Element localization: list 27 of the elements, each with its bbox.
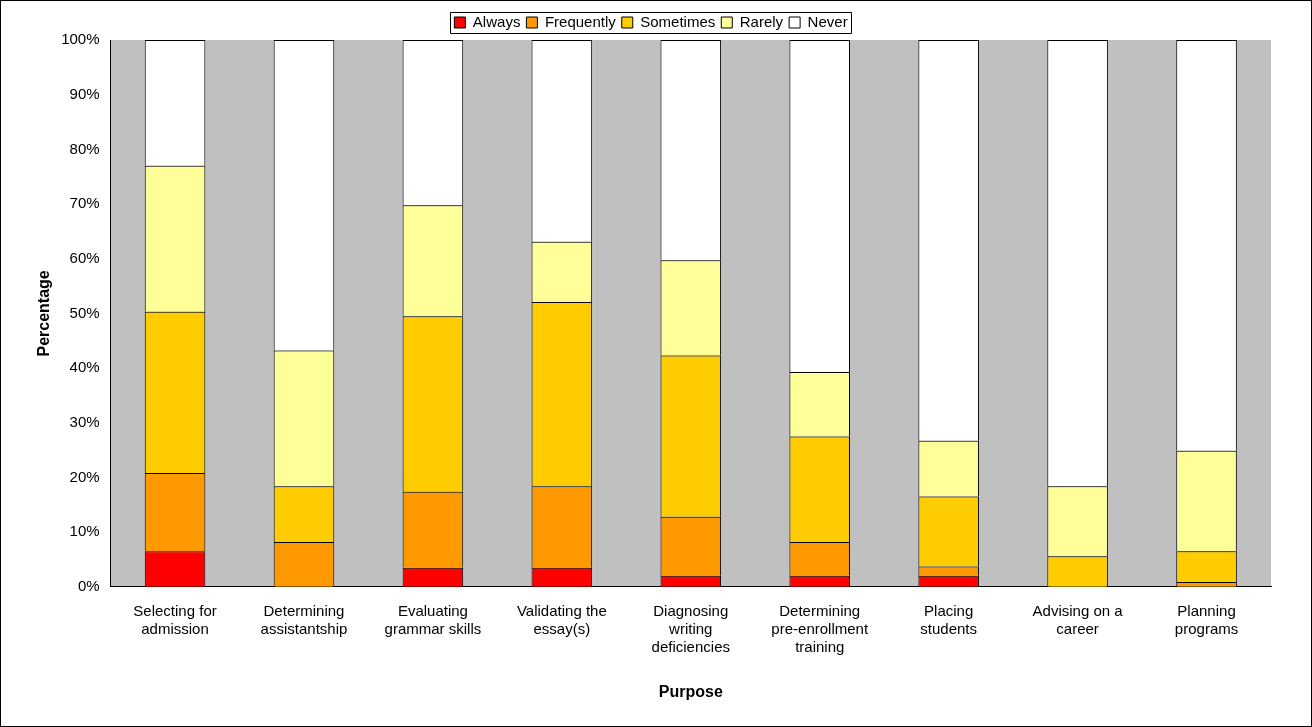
x-tick-label: Placing students bbox=[920, 601, 978, 637]
legend-label: Sometimes bbox=[640, 12, 716, 30]
x-axis-title: Purpose bbox=[658, 682, 723, 700]
legend-label: Rarely bbox=[739, 12, 784, 30]
y-tick-label: 50% bbox=[69, 303, 100, 321]
y-tick-label: 40% bbox=[69, 358, 100, 376]
legend-label: Frequently bbox=[544, 12, 617, 30]
y-tick-label: 70% bbox=[69, 194, 100, 212]
y-tick-label: 80% bbox=[69, 139, 100, 157]
y-tick-label: 20% bbox=[69, 467, 100, 485]
x-tick-label: Advising on a career bbox=[1032, 601, 1124, 637]
y-tick-label: 90% bbox=[69, 84, 100, 102]
legend-label: Always bbox=[472, 12, 521, 30]
x-tick-label: Diagnosing writing deficiencies bbox=[651, 601, 730, 655]
y-tick-label: 0% bbox=[77, 576, 100, 594]
x-tick-label: Planning programs bbox=[1174, 601, 1239, 637]
x-tick-label: Determining pre-enrollment training bbox=[771, 601, 869, 655]
y-axis-title: Percentage bbox=[35, 270, 53, 357]
y-tick-label: 100% bbox=[61, 30, 100, 48]
x-tick-label: Determining assistantship bbox=[260, 601, 348, 637]
x-tick-label: Selecting for admission bbox=[133, 601, 217, 637]
y-tick-label: 60% bbox=[69, 248, 100, 266]
y-tick-label: 30% bbox=[69, 412, 100, 430]
legend-label: Never bbox=[807, 12, 848, 30]
x-tick-label: Validating the essay(s) bbox=[516, 601, 607, 637]
x-tick-label: Evaluating grammar skills bbox=[384, 601, 482, 637]
y-tick-label: 10% bbox=[69, 522, 100, 540]
